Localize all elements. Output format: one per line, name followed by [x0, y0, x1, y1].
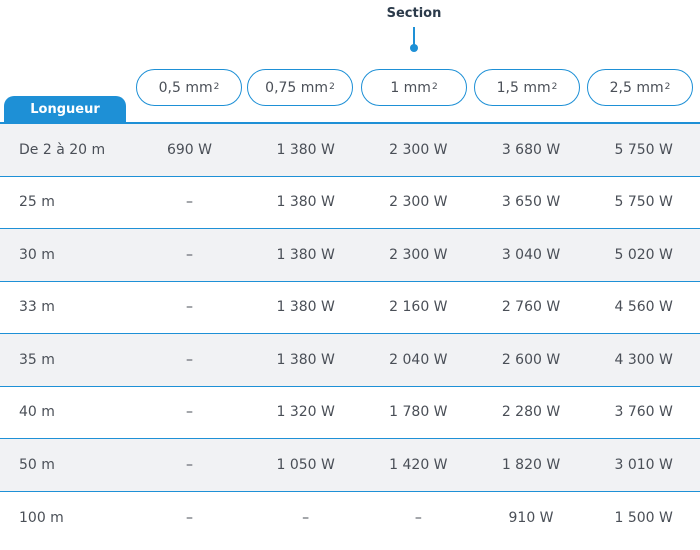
cell-value: 1 380 W — [276, 299, 335, 316]
cell-value: 1 780 W — [389, 404, 448, 421]
section-header-0-5: 0,5 mm 2 — [136, 69, 242, 106]
cell-value: 1 320 W — [276, 404, 335, 421]
cell-value: 1 380 W — [276, 141, 335, 158]
cell-value: 1 380 W — [276, 194, 335, 211]
table-row: 30 m – 1 380 W 2 300 W 3 040 W 5 020 W — [0, 229, 700, 282]
cell-value: 3 010 W — [614, 456, 673, 473]
section-title: Section — [386, 6, 442, 21]
cell-value: 1 380 W — [276, 246, 335, 263]
cell-value: – — [186, 509, 193, 526]
section-exponent: 2 — [431, 81, 438, 92]
section-value: 2,5 mm — [609, 79, 664, 96]
section-exponent: 2 — [329, 81, 335, 92]
cell-value: 1 420 W — [389, 456, 448, 473]
cell-value: – — [414, 509, 422, 526]
cell-value: 4 560 W — [614, 299, 673, 316]
section-value: 1 mm — [390, 79, 431, 96]
cell-value: 1 380 W — [276, 351, 335, 368]
cell-value: 2 300 W — [389, 246, 448, 263]
section-exponent: 2 — [551, 81, 558, 92]
section-connector-line — [413, 27, 415, 45]
row-length: 30 m — [19, 246, 55, 263]
cell-value: – — [186, 456, 193, 473]
section-value: 1,5 mm — [496, 79, 551, 96]
length-column-header: Longueur — [4, 96, 126, 122]
section-header-0-75: 0,75 mm 2 — [247, 69, 353, 106]
cell-value: – — [186, 194, 193, 211]
row-length: 40 m — [19, 404, 55, 421]
cell-value: 1 820 W — [501, 456, 561, 473]
row-length: 100 m — [19, 509, 64, 526]
row-length: De 2 à 20 m — [19, 141, 106, 158]
section-value: 0,75 mm — [265, 79, 329, 96]
table-row: De 2 à 20 m 690 W 1 380 W 2 300 W 3 680 … — [0, 124, 700, 177]
cell-value: 910 W — [508, 509, 554, 526]
row-length: 25 m — [19, 194, 55, 211]
cell-value: – — [186, 404, 193, 421]
table-row: 100 m – – – 910 W 1 500 W — [0, 492, 700, 545]
table-row: 35 m – 1 380 W 2 040 W 2 600 W 4 300 W — [0, 334, 700, 387]
cell-value: 3 040 W — [501, 246, 561, 263]
cell-value: 2 280 W — [501, 404, 561, 421]
cell-value: 3 760 W — [614, 404, 673, 421]
cell-value: 2 160 W — [389, 299, 448, 316]
table-row: 33 m – 1 380 W 2 160 W 2 760 W 4 560 W — [0, 282, 700, 334]
cell-value: 3 680 W — [501, 141, 561, 158]
cell-value: 2 040 W — [389, 351, 448, 368]
cell-value: 2 760 W — [501, 299, 561, 316]
cell-value: 4 300 W — [614, 351, 673, 368]
cell-value: 1 050 W — [276, 456, 335, 473]
cell-value: 5 750 W — [614, 194, 673, 211]
cell-value: 5 020 W — [614, 246, 673, 263]
row-length: 33 m — [19, 299, 55, 316]
section-exponent: 2 — [664, 81, 671, 92]
cell-value: 3 650 W — [501, 194, 561, 211]
cell-value: 1 500 W — [614, 509, 673, 526]
cell-value: – — [186, 299, 193, 316]
section-header-1: 1 mm 2 — [361, 69, 467, 106]
cell-value: 2 300 W — [389, 141, 448, 158]
table-row: 50 m – 1 050 W 1 420 W 1 820 W 3 010 W — [0, 439, 700, 492]
row-length: 35 m — [19, 351, 55, 368]
section-exponent: 2 — [213, 81, 220, 92]
cell-value: – — [186, 246, 193, 263]
cell-value: – — [186, 351, 193, 368]
row-length: 50 m — [19, 456, 55, 473]
cell-value: 5 750 W — [614, 141, 673, 158]
power-table: De 2 à 20 m 690 W 1 380 W 2 300 W 3 680 … — [0, 122, 700, 544]
table-row: 25 m – 1 380 W 2 300 W 3 650 W 5 750 W — [0, 177, 700, 229]
section-connector-dot — [410, 44, 418, 52]
cell-value: 2 600 W — [501, 351, 561, 368]
cell-value: 2 300 W — [389, 194, 448, 211]
table-row: 40 m – 1 320 W 1 780 W 2 280 W 3 760 W — [0, 387, 700, 439]
section-value: 0,5 mm — [158, 79, 213, 96]
section-header-2-5: 2,5 mm 2 — [587, 69, 693, 106]
cell-value: – — [302, 509, 310, 526]
section-header-1-5: 1,5 mm 2 — [474, 69, 580, 106]
cell-value: 690 W — [166, 141, 212, 158]
